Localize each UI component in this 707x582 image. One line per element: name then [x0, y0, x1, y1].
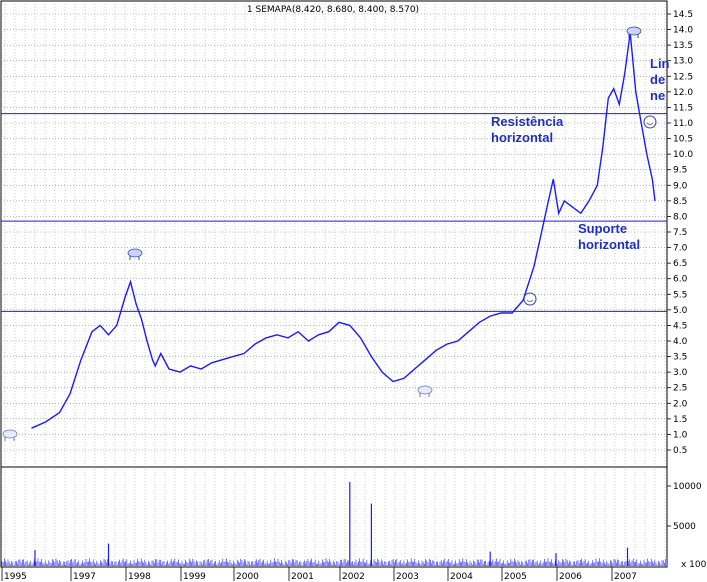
price-tick-label: 13.0: [673, 57, 693, 67]
price-tick-label: 8.0: [673, 212, 688, 222]
bull-icon-2007: [626, 26, 642, 38]
price-tick-label: 4.0: [673, 337, 688, 347]
support-label-2: horizontal: [578, 237, 640, 252]
time-tick-label: 1998: [128, 572, 151, 582]
price-tick-label: 0.5: [673, 446, 687, 456]
support-label-1: Suporte: [578, 221, 627, 236]
time-tick-label: 1997: [73, 572, 96, 582]
price-tick-label: 13.5: [673, 41, 693, 51]
smiley-icon-2007: [643, 115, 657, 129]
time-tick-label: 2002: [342, 572, 365, 582]
price-tick-label: 4.5: [673, 321, 687, 331]
bear-icon-2003: [417, 385, 433, 397]
volume-axis-ticks: 5000 10000 x 1000: [667, 482, 707, 570]
volume-tick-label: 10000: [673, 482, 702, 492]
price-tick-label: 7.0: [673, 244, 688, 254]
chart-title: 1 SEMAPA(8.420, 8.680, 8.400, 8.570): [247, 5, 419, 15]
grid-lines: [1, 4, 667, 567]
price-tick-label: 11.5: [673, 103, 693, 113]
price-tick-label: 2.0: [673, 399, 688, 409]
price-tick-label: 9.5: [673, 166, 687, 176]
price-tick-label: 12.0: [673, 88, 693, 98]
time-tick-label: 2003: [396, 572, 419, 582]
time-tick-label: 2004: [450, 572, 473, 582]
price-tick-label: 1.5: [673, 415, 687, 425]
price-tick-label: 10.5: [673, 135, 693, 145]
time-tick-label: 2005: [504, 572, 527, 582]
time-axis-ticks: 1995 1997 1998 1999 2000 2001 2002 2003 2004 2005…: [1, 566, 667, 582]
price-tick-label: 6.5: [673, 259, 687, 269]
resistance-label-2: horizontal: [491, 130, 553, 145]
price-tick-label: 14.5: [673, 10, 693, 20]
trendline-label-2: de: [650, 72, 665, 87]
price-tick-label: 6.0: [673, 275, 688, 285]
support-resistance-lines: [1, 113, 667, 312]
smiley-icon-2005: [523, 292, 537, 306]
time-tick-label: 1999: [183, 572, 206, 582]
price-tick-label: 11.0: [673, 119, 693, 129]
price-tick-label: 9.0: [673, 181, 688, 191]
time-tick-label: 2006: [559, 572, 582, 582]
price-tick-label: 12.5: [673, 72, 693, 82]
volume-panel-frame: [0, 466, 668, 568]
volume-tick-label: 5000: [673, 522, 696, 532]
trendline-label-1: Lin: [650, 56, 670, 71]
volume-bars: [1, 482, 668, 566]
price-tick-label: 7.5: [673, 228, 687, 238]
volume-unit-label: x 1000: [681, 560, 707, 570]
bear-icon-1995: [2, 429, 18, 441]
time-tick-label: 1995: [4, 572, 27, 582]
bull-icon-1998: [127, 248, 143, 260]
time-tick-label: 2000: [236, 572, 259, 582]
resistance-label-1: Resistência: [491, 114, 564, 129]
price-tick-label: 3.0: [673, 368, 688, 378]
price-tick-label: 5.5: [673, 290, 687, 300]
price-series-line: [31, 32, 656, 429]
price-tick-label: 1.0: [673, 430, 688, 440]
time-tick-label: 2007: [614, 572, 637, 582]
chart-frames: [0, 0, 668, 568]
price-tick-label: 10.0: [673, 150, 693, 160]
price-tick-label: 2.5: [673, 384, 687, 394]
price-tick-label: 14.0: [673, 26, 693, 36]
time-tick-label: 2001: [291, 572, 314, 582]
price-tick-label: 5.0: [673, 306, 688, 316]
price-panel-frame: [0, 0, 668, 468]
price-tick-label: 8.5: [673, 197, 687, 207]
price-tick-label: 3.5: [673, 353, 687, 363]
trendline-label-3: ne: [650, 88, 665, 103]
price-axis-ticks: 0.5 1.0 1.5 2.0 2.5 3.0 3.5 4.0 4.5 5.0 5.5 6.0 6.5 7…: [667, 10, 693, 456]
